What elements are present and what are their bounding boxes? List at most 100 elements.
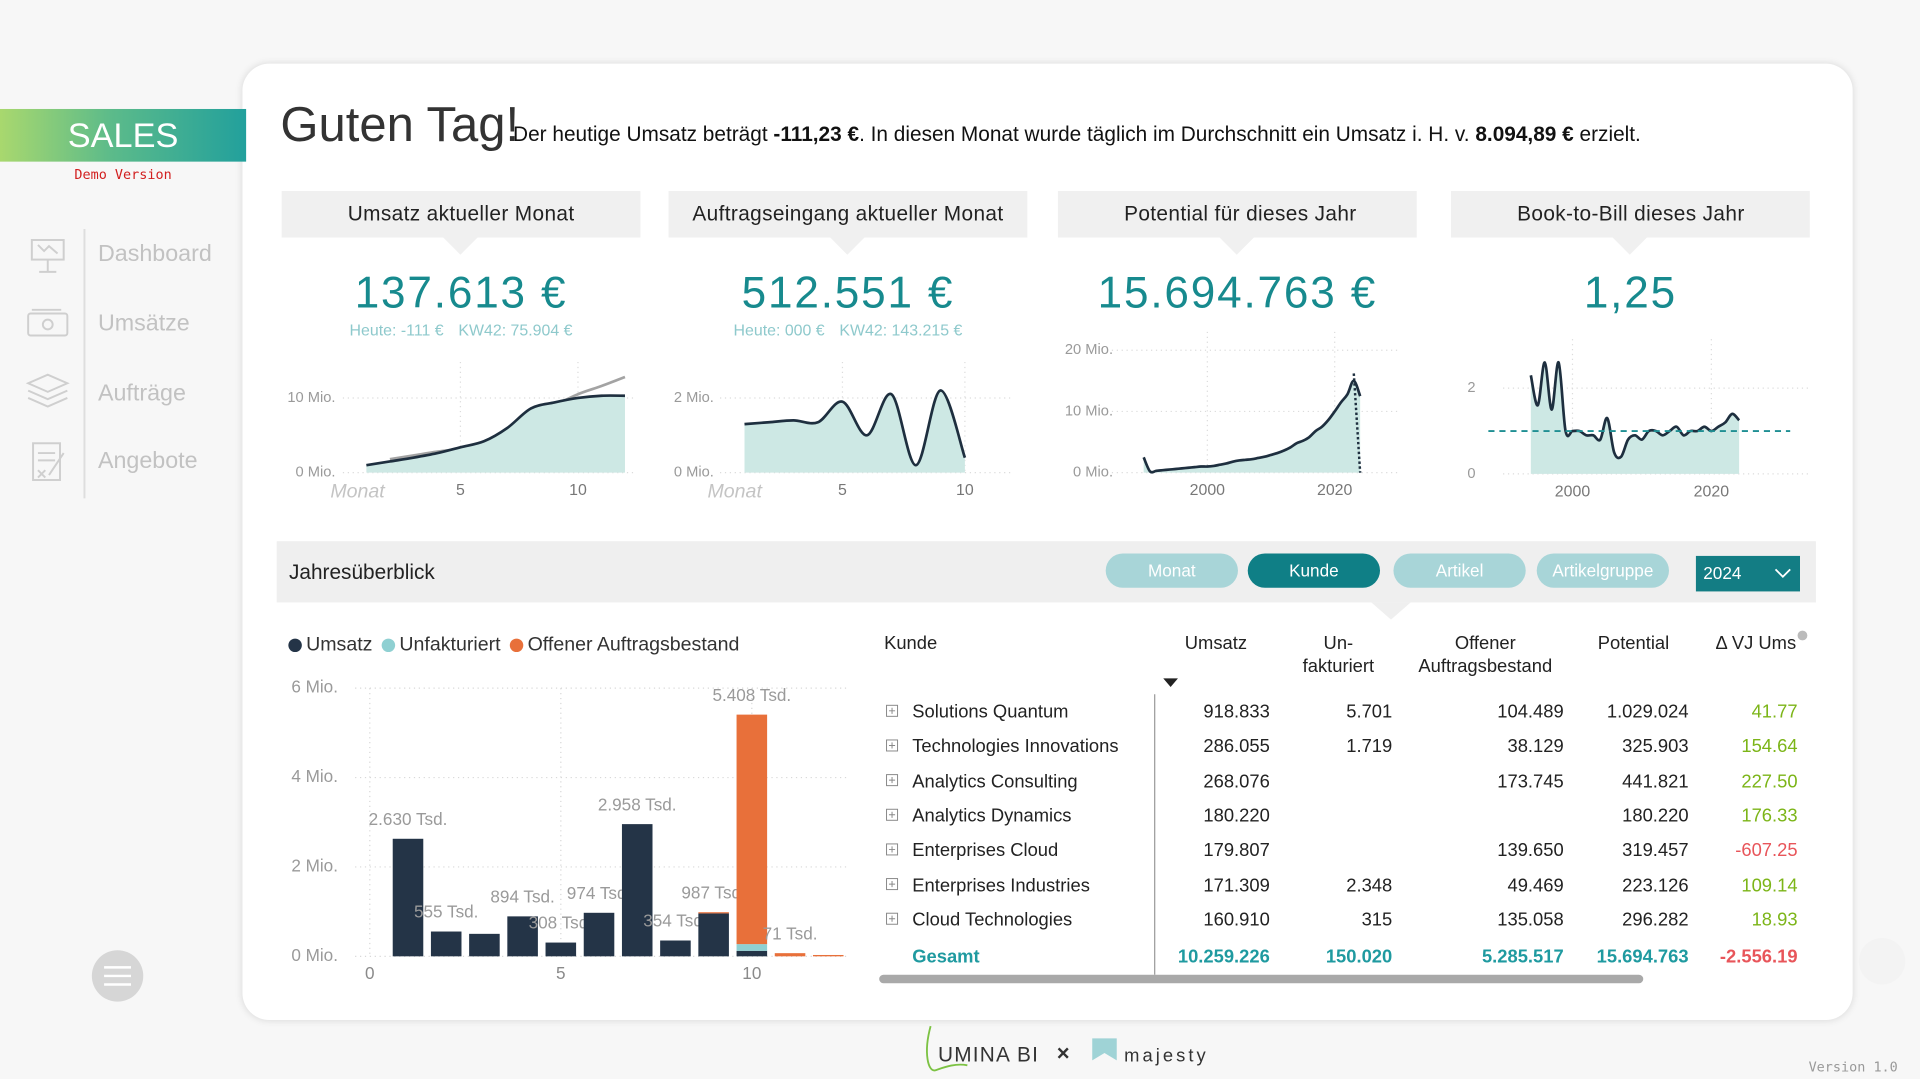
table-cell: 223.126 bbox=[1622, 874, 1689, 896]
legend-label: Offener Auftragsbestand bbox=[528, 633, 740, 655]
table-cell: Enterprises Cloud bbox=[912, 840, 1059, 862]
column-header[interactable]: Umsatz bbox=[1184, 633, 1248, 654]
bar-total-label: 974 Tsd. bbox=[567, 883, 631, 903]
year-text: 2024 bbox=[1703, 563, 1742, 583]
icon bbox=[41, 318, 54, 331]
toggle-button[interactable]: Artikel bbox=[1393, 553, 1526, 588]
line bbox=[1352, 373, 1362, 473]
column-header[interactable]: Kunde bbox=[884, 633, 938, 654]
y-tick-label: 20 Mio. bbox=[1065, 342, 1113, 358]
icon bbox=[32, 442, 61, 481]
y-tick-label: 10 Mio. bbox=[287, 390, 335, 406]
bar-segment bbox=[430, 931, 462, 957]
icon bbox=[27, 312, 69, 337]
bar-total-label: 987 Tsd. bbox=[681, 882, 745, 902]
expand-icon[interactable] bbox=[886, 808, 899, 821]
table-cell: Technologies Innovations bbox=[912, 736, 1119, 758]
legend-swatch bbox=[288, 638, 302, 653]
table-cell: 325.903 bbox=[1622, 736, 1689, 758]
bar-segment bbox=[545, 942, 577, 957]
partner: majesty bbox=[1124, 1045, 1209, 1067]
kpi-title-box: Potential für dieses Jahr bbox=[1057, 191, 1417, 238]
y-tick-label: 0 Mio. bbox=[1073, 465, 1113, 481]
message-text: erzielt. bbox=[1573, 122, 1641, 146]
bar-segment bbox=[469, 933, 500, 957]
nav-item[interactable]: Aufträge bbox=[97, 380, 186, 407]
column-header[interactable]: Offener Auftragsbestand bbox=[1418, 633, 1553, 678]
bar-segment bbox=[736, 714, 768, 945]
line bbox=[1142, 379, 1362, 474]
message-value: 8.094,89 € bbox=[1475, 122, 1574, 146]
info-button[interactable] bbox=[1858, 937, 1906, 985]
title-pointer bbox=[830, 237, 865, 255]
x-tick-label: 10 bbox=[742, 963, 761, 983]
toggle-button[interactable]: Monat bbox=[1105, 553, 1238, 588]
table-cell: 154.64 bbox=[1741, 736, 1798, 758]
column-header[interactable]: Un- fakturiert bbox=[1302, 633, 1375, 678]
kpi-details: Heute: 000 € KW42: 143.215 € bbox=[669, 321, 1028, 339]
kpi-detail: KW42: 75.904 € bbox=[458, 320, 573, 340]
table-cell: 441.821 bbox=[1622, 770, 1689, 792]
year-dropdown[interactable]: 2024 bbox=[1695, 555, 1801, 592]
bar-total-label: 71 Tsd. bbox=[763, 923, 818, 943]
menu-button[interactable] bbox=[91, 950, 144, 1002]
table-cell: 180.220 bbox=[1203, 805, 1270, 827]
kpi-title-box: Umsatz aktueller Monat bbox=[281, 191, 641, 238]
table-cell: 49.469 bbox=[1507, 874, 1564, 896]
table-cell: 38.129 bbox=[1507, 736, 1564, 758]
legend-label: Umsatz bbox=[306, 633, 372, 655]
table-cell: 227.50 bbox=[1741, 770, 1798, 792]
toggle-button[interactable]: Artikelgruppe bbox=[1536, 553, 1669, 588]
column-header[interactable]: Potential bbox=[1597, 633, 1670, 654]
nav-icons bbox=[25, 228, 86, 499]
legend-label: Unfakturiert bbox=[399, 633, 501, 655]
column-header[interactable]: Δ VJ Ums bbox=[1715, 633, 1797, 654]
expand-icon[interactable] bbox=[886, 774, 899, 787]
nav-item[interactable]: Dashboard bbox=[97, 241, 212, 267]
expand-plus bbox=[888, 915, 896, 922]
expand-plus bbox=[888, 881, 896, 888]
scrollbar[interactable] bbox=[879, 974, 1644, 984]
table-cell: Cloud Technologies bbox=[912, 909, 1073, 931]
bar-total-label: 894 Tsd. bbox=[490, 887, 554, 907]
kpi-title-box: Auftragseingang aktueller Monat bbox=[668, 191, 1028, 238]
table-cell: 41.77 bbox=[1751, 701, 1798, 723]
kpi-value: 137.613 € bbox=[354, 266, 568, 318]
y-tick-label: 6 Mio. bbox=[291, 677, 338, 697]
icon bbox=[25, 373, 70, 408]
icon bbox=[37, 244, 59, 273]
expand-icon[interactable] bbox=[886, 912, 899, 925]
app-title: SALES bbox=[0, 108, 247, 162]
expand-icon[interactable] bbox=[886, 704, 899, 717]
bar-total-label: 308 Tsd. bbox=[529, 913, 593, 933]
nav-item[interactable]: Umsätze bbox=[97, 311, 190, 337]
message-text: . In diesen Monat wurde täglich im Durch… bbox=[859, 122, 1476, 146]
table-cell: Solutions Quantum bbox=[912, 701, 1069, 723]
x-tick-label: 2000 bbox=[1190, 482, 1226, 499]
table-cell: 171.309 bbox=[1203, 874, 1270, 896]
table-cell: 5.285.517 bbox=[1481, 946, 1564, 968]
nav-item[interactable]: Angebote bbox=[97, 448, 198, 474]
bar-total-label: 555 Tsd. bbox=[414, 902, 478, 922]
chevron bbox=[1774, 568, 1791, 579]
title-pointer bbox=[1612, 237, 1647, 255]
icon bbox=[30, 239, 65, 261]
area-fill bbox=[1143, 380, 1361, 473]
expand-icon[interactable] bbox=[886, 843, 899, 856]
chevron-path bbox=[1774, 568, 1791, 579]
brand: UMINA BI bbox=[937, 1043, 1040, 1067]
expand-icon[interactable] bbox=[886, 739, 899, 752]
bar-segment bbox=[736, 944, 768, 951]
expand-icon[interactable] bbox=[886, 878, 899, 891]
x-tick-label: 5 bbox=[838, 482, 847, 499]
sort-indicator[interactable] bbox=[1163, 678, 1178, 687]
kpi-title: Auftragseingang aktueller Monat bbox=[692, 202, 1004, 226]
bar-segment bbox=[660, 940, 691, 957]
table-cell: Enterprises Industries bbox=[912, 874, 1090, 896]
message-text: Der heutige Umsatz beträgt bbox=[513, 122, 774, 146]
table-cell: 18.93 bbox=[1751, 909, 1798, 931]
kpi-value: 15.694.763 € bbox=[1097, 266, 1378, 318]
toggle-button[interactable]: Kunde bbox=[1247, 553, 1381, 588]
table-cell: 10.259.226 bbox=[1177, 946, 1270, 968]
